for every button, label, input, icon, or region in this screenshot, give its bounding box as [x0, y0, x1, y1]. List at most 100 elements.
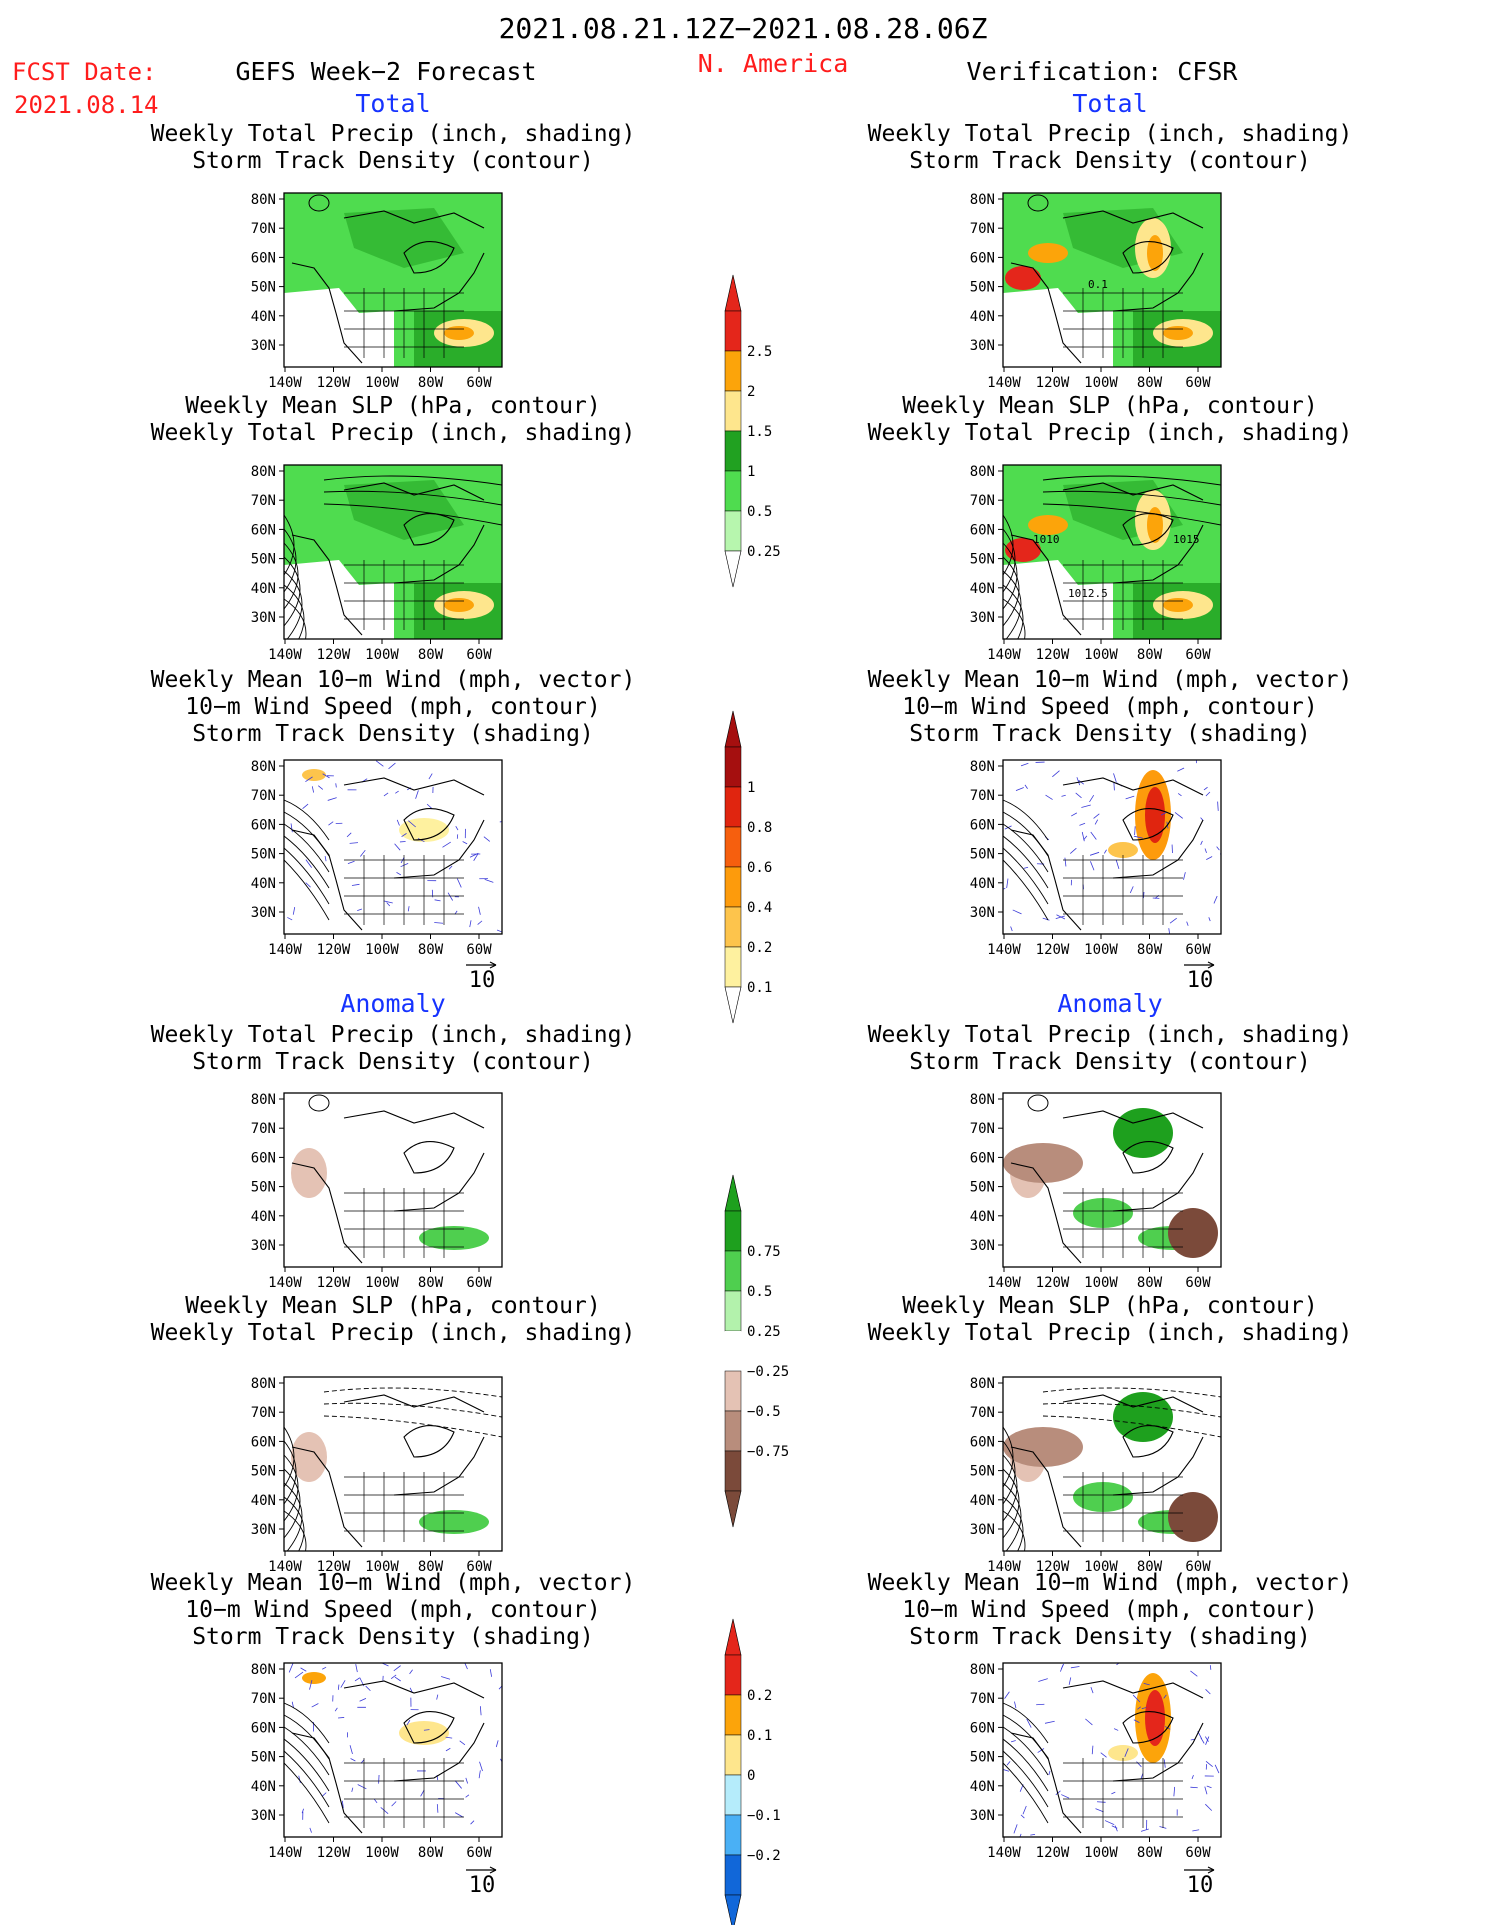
colorbars: 2.521.510.50.2510.80.60.40.20.10.750.50.…	[724, 274, 789, 1925]
colorbar-segment	[724, 1210, 742, 1252]
vector-scale-label: 10	[469, 1873, 496, 1898]
panel-title-line: Storm Track Density (shading)	[909, 721, 1311, 747]
panel-title-line: Weekly Total Precip (inch, shading)	[151, 121, 636, 147]
lon-tick-label: 100W	[365, 1275, 399, 1291]
lon-tick-label: 60W	[1185, 647, 1211, 663]
contour-label: 0.1	[1088, 278, 1108, 291]
colorbar-tick-label: 0.4	[747, 900, 772, 916]
contour-label: 1010	[1033, 533, 1060, 546]
colorbar-tick-label: 0.5	[747, 1284, 772, 1300]
lat-tick-label: 70N	[251, 1691, 276, 1707]
map-frame	[283, 1376, 503, 1552]
lon-tick-label: 80W	[1137, 1845, 1163, 1861]
lat-tick-label: 80N	[251, 759, 276, 775]
lat-tick-label: 50N	[970, 847, 995, 863]
colorbar-tick-label: 0.8	[747, 820, 772, 836]
lat-tick-label: 50N	[970, 1750, 995, 1766]
panel-title-line: Weekly Mean SLP (hPa, contour)	[902, 1293, 1317, 1319]
lat-tick-label: 80N	[251, 464, 276, 480]
lon-tick-label: 80W	[418, 1845, 444, 1861]
colorbar-segment	[724, 390, 742, 432]
lat-tick-label: 60N	[251, 1434, 276, 1450]
lat-tick-label: 50N	[970, 552, 995, 568]
lon-tick-label: 140W	[987, 647, 1021, 663]
colorbar-segment	[724, 946, 742, 988]
lat-tick-label: 80N	[251, 1662, 276, 1678]
map-panel: Weekly Mean SLP (hPa, contour)Weekly Tot…	[151, 393, 636, 663]
map-panel: Weekly Total Precip (inch, shading)Storm…	[868, 121, 1353, 391]
lon-tick-label: 80W	[418, 1559, 444, 1575]
lon-tick-label: 120W	[317, 1559, 351, 1575]
map-panel: Weekly Mean SLP (hPa, contour)Weekly Tot…	[868, 1293, 1353, 1575]
lat-tick-label: 50N	[970, 1180, 995, 1196]
panel-title-line: Storm Track Density (contour)	[192, 1049, 594, 1075]
lat-tick-label: 50N	[970, 1464, 995, 1480]
lon-tick-label: 120W	[317, 942, 351, 958]
lat-tick-label: 50N	[251, 280, 276, 296]
colorbar-cap	[724, 1618, 742, 1656]
colorbar-segment	[724, 826, 742, 868]
colorbar-tick-label: −0.1	[747, 1808, 781, 1824]
lat-tick-label: 40N	[970, 309, 995, 325]
lat-tick-label: 30N	[970, 610, 995, 626]
colorbar-tick-label: 0.75	[747, 1244, 781, 1260]
contour-label: 1012.5	[1068, 587, 1108, 600]
lat-tick-label: 60N	[970, 1720, 995, 1736]
colorbar-tick-label: 2.5	[747, 344, 772, 360]
colorbar-segment	[724, 350, 742, 392]
lat-tick-label: 40N	[970, 581, 995, 597]
map-frame	[283, 759, 503, 935]
colorbar-track_total: 1 0.8 0.6 0.4 0.2 0.1	[724, 710, 772, 1024]
lon-tick-label: 120W	[1036, 647, 1070, 663]
lon-tick-label: 100W	[1084, 942, 1118, 958]
lat-tick-label: 40N	[251, 876, 276, 892]
lon-tick-label: 80W	[418, 1275, 444, 1291]
lat-tick-label: 40N	[970, 876, 995, 892]
lat-tick-label: 80N	[970, 464, 995, 480]
map-panel: Weekly Total Precip (inch, shading)Storm…	[151, 1022, 636, 1291]
lat-tick-label: 60N	[251, 1150, 276, 1166]
lon-tick-label: 100W	[1084, 1845, 1118, 1861]
map-panel: Weekly Mean 10−m Wind (mph, vector)10−m …	[151, 1570, 636, 1898]
lat-tick-label: 60N	[251, 817, 276, 833]
lat-tick-label: 40N	[970, 1779, 995, 1795]
vector-scale-label: 10	[469, 968, 496, 993]
lon-tick-label: 80W	[1137, 942, 1163, 958]
lon-tick-label: 80W	[1137, 1275, 1163, 1291]
colorbar-tick-label: 2	[747, 384, 755, 400]
panel-title-line: Weekly Total Precip (inch, shading)	[868, 420, 1353, 446]
lat-tick-label: 60N	[970, 1150, 995, 1166]
panel-title-line: Storm Track Density (shading)	[909, 1624, 1311, 1650]
colorbar-tick-label: −0.25	[747, 1364, 789, 1380]
left-section-anomaly: Anomaly	[340, 989, 445, 1018]
colorbar-tick-label: 0.25	[747, 544, 781, 560]
lat-tick-label: 60N	[970, 250, 995, 266]
panel-title-line: Weekly Total Precip (inch, shading)	[151, 1022, 636, 1048]
colorbar-cap	[724, 1174, 742, 1212]
map-frame	[283, 1662, 503, 1838]
panel-title-line: Storm Track Density (contour)	[909, 1049, 1311, 1075]
right-section-total: Total	[1072, 89, 1147, 118]
map-panel: Weekly Mean 10−m Wind (mph, vector)10−m …	[868, 667, 1353, 993]
map-panel: Weekly Total Precip (inch, shading)Storm…	[868, 1022, 1353, 1291]
panel-title-line: 10−m Wind Speed (mph, contour)	[902, 694, 1317, 720]
colorbar-tick-label: 0.2	[747, 1688, 772, 1704]
lat-tick-label: 40N	[251, 309, 276, 325]
lon-tick-label: 60W	[1185, 1845, 1211, 1861]
lat-tick-label: 80N	[251, 192, 276, 208]
contour-label: 1015	[1173, 533, 1200, 546]
colorbar-cap	[724, 986, 742, 1024]
lat-tick-label: 60N	[251, 1720, 276, 1736]
lon-tick-label: 140W	[987, 1559, 1021, 1575]
colorbar-segment	[724, 786, 742, 828]
lon-tick-label: 100W	[1084, 1559, 1118, 1575]
lat-tick-label: 30N	[251, 905, 276, 921]
lon-tick-label: 120W	[317, 375, 351, 391]
lat-tick-label: 80N	[970, 192, 995, 208]
colorbar-tick-label: 1	[747, 780, 755, 796]
lat-tick-label: 30N	[970, 1522, 995, 1538]
panel-title-line: Weekly Total Precip (inch, shading)	[868, 121, 1353, 147]
panel-title-line: Weekly Mean SLP (hPa, contour)	[902, 393, 1317, 419]
lat-tick-label: 30N	[970, 338, 995, 354]
map-panels: Weekly Total Precip (inch, shading)Storm…	[151, 121, 1353, 1898]
